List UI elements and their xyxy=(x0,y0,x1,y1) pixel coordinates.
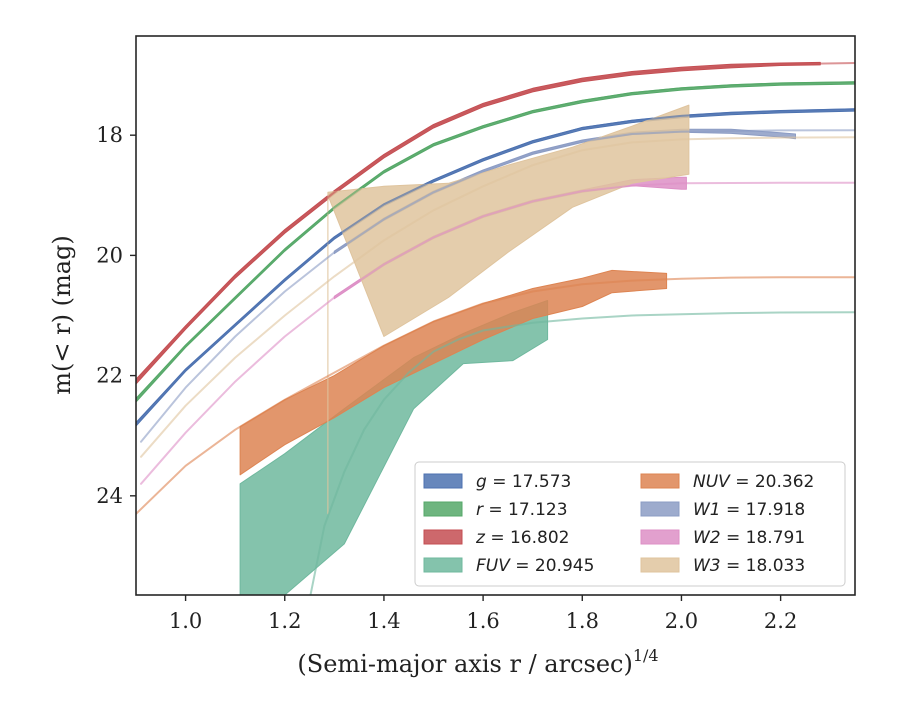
x-axis-label: (Semi-major axis r / arcsec)1/4 xyxy=(297,646,658,678)
legend-swatch-z xyxy=(423,529,463,545)
legend-label-z: z = 16.802 xyxy=(475,528,569,548)
legend-label-g: g = 17.573 xyxy=(476,472,571,492)
x-axis-ticks: 1.0 1.2 1.4 1.6 1.8 2.0 2.2 xyxy=(169,595,797,633)
y-axis-ticks: 18 20 22 24 xyxy=(96,123,136,508)
legend-box xyxy=(414,461,846,587)
legend-label-w2: W2 = 18.791 xyxy=(693,528,805,548)
y-tick-label: 20 xyxy=(96,243,123,267)
legend-swatch-w1 xyxy=(640,501,680,517)
legend-swatch-w2 xyxy=(640,529,680,545)
model-curve-g xyxy=(136,108,855,425)
legend: g = 17.573 r = 17.123 z = 16.802 FUV = 20.9… xyxy=(414,461,846,587)
model-curve-fuv xyxy=(309,311,855,595)
legend-label-w1: W1 = 17.918 xyxy=(693,500,805,520)
legend-swatch-fuv xyxy=(423,557,463,573)
model-curve-nuv xyxy=(136,276,855,515)
y-tick-label: 22 xyxy=(96,364,123,388)
x-tick-label: 1.4 xyxy=(367,609,400,633)
legend-swatch-g xyxy=(423,473,463,489)
x-tick-label: 1.8 xyxy=(566,609,599,633)
y-tick-label: 18 xyxy=(96,123,123,147)
legend-swatch-r xyxy=(423,501,463,517)
model-curve-r xyxy=(136,81,855,401)
x-tick-label: 1.6 xyxy=(466,609,499,633)
y-axis-label: m(< r) (mag) xyxy=(48,235,76,394)
legend-swatch-nuv xyxy=(640,473,680,489)
legend-label-w3: W3 = 18.033 xyxy=(693,556,805,576)
legend-label-nuv: NUV = 20.362 xyxy=(693,472,814,492)
x-tick-label: 1.0 xyxy=(169,609,202,633)
model-curve-w1 xyxy=(140,129,855,443)
x-tick-label: 2.2 xyxy=(764,609,797,633)
x-tick-label: 1.2 xyxy=(268,609,301,633)
legend-label-r: r = 17.123 xyxy=(476,500,568,520)
plot-frame xyxy=(135,35,856,596)
model-curve-w2 xyxy=(140,181,855,485)
model-curve-w3 xyxy=(140,136,855,458)
x-tick-label: 2.0 xyxy=(665,609,698,633)
model-curves-layer xyxy=(136,62,855,595)
y-tick-label: 24 xyxy=(96,484,123,508)
legend-label-fuv: FUV = 20.945 xyxy=(476,556,594,576)
model-curve-z xyxy=(136,62,855,383)
legend-swatch-w3 xyxy=(640,557,680,573)
